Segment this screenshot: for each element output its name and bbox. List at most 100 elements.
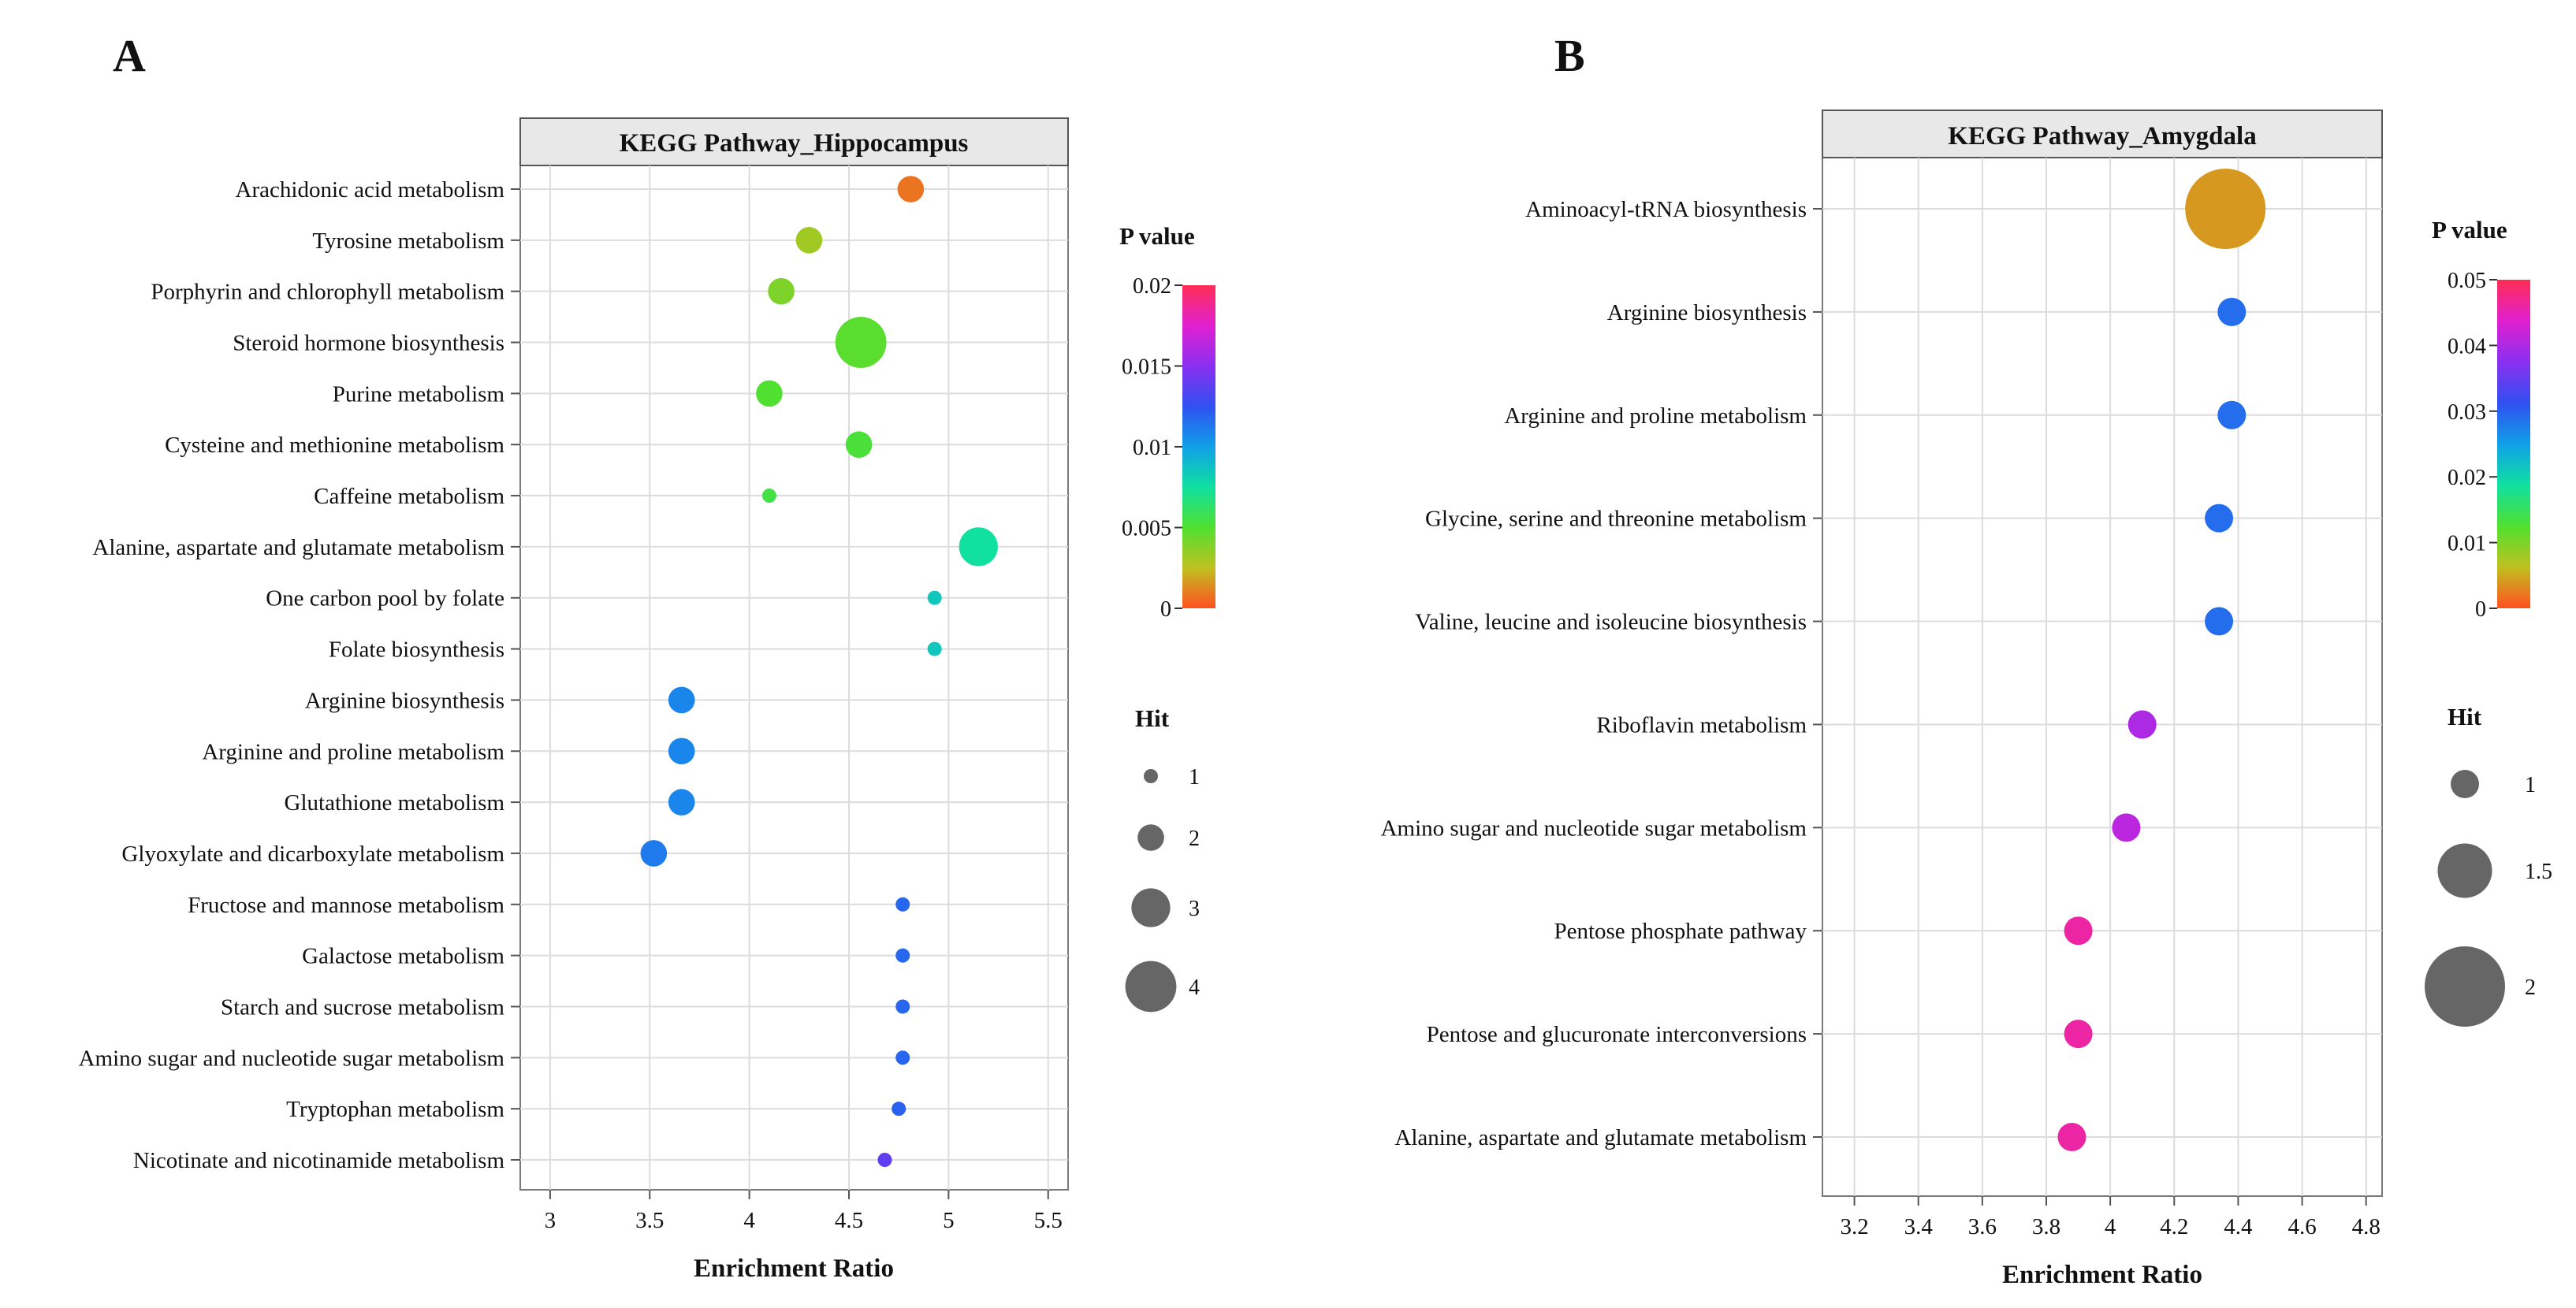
y-tick-label-b: Arginine and proline metabolism bbox=[1504, 403, 1807, 429]
y-tick-label-b: Riboflavin metabolism bbox=[1596, 712, 1807, 738]
size-legend-circle-b bbox=[2437, 843, 2492, 898]
point-a bbox=[845, 431, 873, 459]
size-legend-title-b: Hit bbox=[2448, 703, 2482, 730]
plot-area-b bbox=[1822, 157, 2383, 1197]
y-ticks-b: Aminoacyl-tRNA biosynthesis Arginine bios… bbox=[1381, 197, 1822, 1150]
y-tick-label-b: Aminoacyl-tRNA biosynthesis bbox=[1525, 197, 1807, 222]
x-tick-label-a: 3 bbox=[545, 1208, 557, 1233]
point-b bbox=[2057, 1123, 2086, 1151]
x-tick-label-b: 4 bbox=[2105, 1214, 2116, 1239]
size-legend-circle-b bbox=[2451, 770, 2479, 798]
point-b bbox=[2217, 400, 2247, 429]
color-tick-label-b: 0.02 bbox=[2448, 466, 2486, 490]
point-a bbox=[895, 1050, 910, 1065]
x-axis-label-a: Enrichment Ratio bbox=[694, 1254, 894, 1283]
point-a bbox=[756, 380, 783, 407]
size-legend-label-b: 2 bbox=[2525, 975, 2536, 1000]
x-ticks-b: 3.2 3.4 3.6 3.8 4 4.2 4.4 4.6 4.8 bbox=[1840, 1196, 2381, 1239]
point-b bbox=[2064, 916, 2093, 946]
y-tick-label-a: Arginine and proline metabolism bbox=[202, 739, 504, 764]
size-legend-label-b: 1 bbox=[2525, 773, 2536, 797]
y-tick-label-a: Steroid hormone biosynthesis bbox=[233, 331, 504, 356]
y-tick-label-a: Galactose metabolism bbox=[302, 944, 504, 969]
size-legend-a: Hit 1 2 3 4 bbox=[1125, 704, 1200, 1013]
point-b bbox=[2205, 607, 2234, 636]
x-tick-label-a: 3.5 bbox=[635, 1208, 664, 1233]
point-b bbox=[2127, 710, 2157, 739]
x-tick-label-b: 3.6 bbox=[1968, 1214, 1997, 1239]
x-tick-label-b: 3.4 bbox=[1904, 1214, 1934, 1239]
y-tick-label-a: Alanine, aspartate and glutamate metabol… bbox=[92, 535, 504, 560]
y-tick-label-a: Nicotinate and nicotinamide metabolism bbox=[133, 1148, 505, 1173]
y-tick-label-b: Alanine, aspartate and glutamate metabol… bbox=[1394, 1125, 1807, 1150]
x-tick-label-b: 3.2 bbox=[1840, 1214, 1868, 1239]
x-tick-label-a: 4 bbox=[743, 1208, 755, 1233]
point-b bbox=[2185, 169, 2266, 249]
color-tick-label-b: 0.01 bbox=[2448, 532, 2486, 556]
point-a bbox=[768, 277, 795, 305]
points-a bbox=[640, 176, 998, 1167]
point-a bbox=[877, 1153, 892, 1167]
x-tick-label-b: 4.2 bbox=[2160, 1214, 2188, 1239]
chart-title-a: KEGG Pathway_Hippocampus bbox=[620, 129, 969, 158]
point-a bbox=[895, 897, 910, 912]
size-legend-label-a: 1 bbox=[1189, 765, 1200, 790]
point-a bbox=[795, 227, 823, 254]
color-ticks-b: 0.05 0.04 0.03 0.02 0.01 0 bbox=[2448, 269, 2497, 622]
point-b bbox=[2217, 297, 2247, 326]
x-tick-label-b: 4.6 bbox=[2288, 1214, 2316, 1239]
color-tick-label-b: 0.05 bbox=[2448, 269, 2486, 293]
point-a bbox=[959, 527, 998, 567]
panel-b: B KEGG Pathway_Amygdala 3.2 3.4 3.6 3.8 4 4.2… bbox=[1381, 30, 2552, 1289]
x-tick-label-a: 4.5 bbox=[835, 1208, 863, 1233]
y-tick-label-a: Tryptophan metabolism bbox=[286, 1097, 504, 1122]
point-a bbox=[668, 789, 695, 816]
size-legend-label-a: 4 bbox=[1189, 975, 1200, 1000]
y-tick-label-b: Amino sugar and nucleotide sugar metabol… bbox=[1381, 816, 1807, 841]
y-tick-label-a: Purine metabolism bbox=[333, 381, 505, 407]
size-legend-circle-a bbox=[1131, 888, 1171, 927]
color-tick-label-a: 0.005 bbox=[1122, 517, 1171, 541]
size-items-a: 1 2 3 4 bbox=[1125, 765, 1200, 1013]
y-tick-label-b: Valine, leucine and isoleucine biosynthe… bbox=[1415, 610, 1807, 635]
point-b bbox=[2112, 813, 2141, 842]
y-tick-label-a: Fructose and mannose metabolism bbox=[188, 893, 504, 918]
y-tick-label-a: Arachidonic acid metabolism bbox=[236, 177, 505, 203]
color-tick-label-a: 0.015 bbox=[1122, 355, 1171, 380]
color-bar-b bbox=[2497, 280, 2530, 608]
x-tick-label-b: 4.8 bbox=[2352, 1214, 2381, 1239]
size-legend-circle-b bbox=[2425, 946, 2505, 1027]
panel-label-a: A bbox=[113, 30, 146, 81]
plot-area-a bbox=[519, 165, 1069, 1191]
size-legend-label-a: 3 bbox=[1189, 897, 1200, 921]
point-a bbox=[927, 641, 942, 656]
x-tick-label-b: 4.4 bbox=[2224, 1214, 2253, 1239]
y-tick-label-a: Glyoxylate and dicarboxylate metabolism bbox=[121, 842, 504, 867]
color-legend-b: P value 0.05 0.04 0.03 0.02 0.01 0 bbox=[2432, 216, 2530, 622]
y-tick-label-a: Tyrosine metabolism bbox=[312, 229, 504, 254]
color-tick-label-a: 0 bbox=[1160, 597, 1171, 622]
size-legend-circle-a bbox=[1144, 769, 1158, 783]
point-a bbox=[897, 176, 925, 203]
x-axis-label-b: Enrichment Ratio bbox=[2002, 1261, 2202, 1289]
color-tick-label-b: 0.03 bbox=[2448, 400, 2486, 425]
y-tick-label-b: Arginine biosynthesis bbox=[1607, 300, 1807, 325]
point-a bbox=[927, 590, 942, 605]
color-ticks-a: 0.02 0.015 0.01 0.005 0 bbox=[1122, 274, 1182, 622]
x-tick-label-a: 5.5 bbox=[1034, 1208, 1063, 1233]
color-tick-label-b: 0 bbox=[2475, 597, 2486, 622]
chart-title-b: KEGG Pathway_Amygdala bbox=[1948, 122, 2256, 150]
y-tick-label-a: Starch and sucrose metabolism bbox=[221, 994, 504, 1020]
point-a bbox=[640, 840, 668, 867]
color-tick-label-a: 0.02 bbox=[1133, 274, 1171, 299]
point-b bbox=[2064, 1020, 2093, 1049]
y-tick-label-a: Arginine biosynthesis bbox=[305, 688, 504, 713]
y-tick-label-b: Glycine, serine and threonine metabolism bbox=[1425, 507, 1807, 532]
grid-b bbox=[1822, 158, 2382, 1196]
size-legend-label-a: 2 bbox=[1189, 827, 1200, 851]
x-tick-label-b: 3.8 bbox=[2032, 1214, 2060, 1239]
title-strip-b bbox=[1822, 110, 2383, 158]
panel-label-b: B bbox=[1554, 30, 1585, 81]
y-tick-label-a: Cysteine and methionine metabolism bbox=[165, 433, 504, 458]
